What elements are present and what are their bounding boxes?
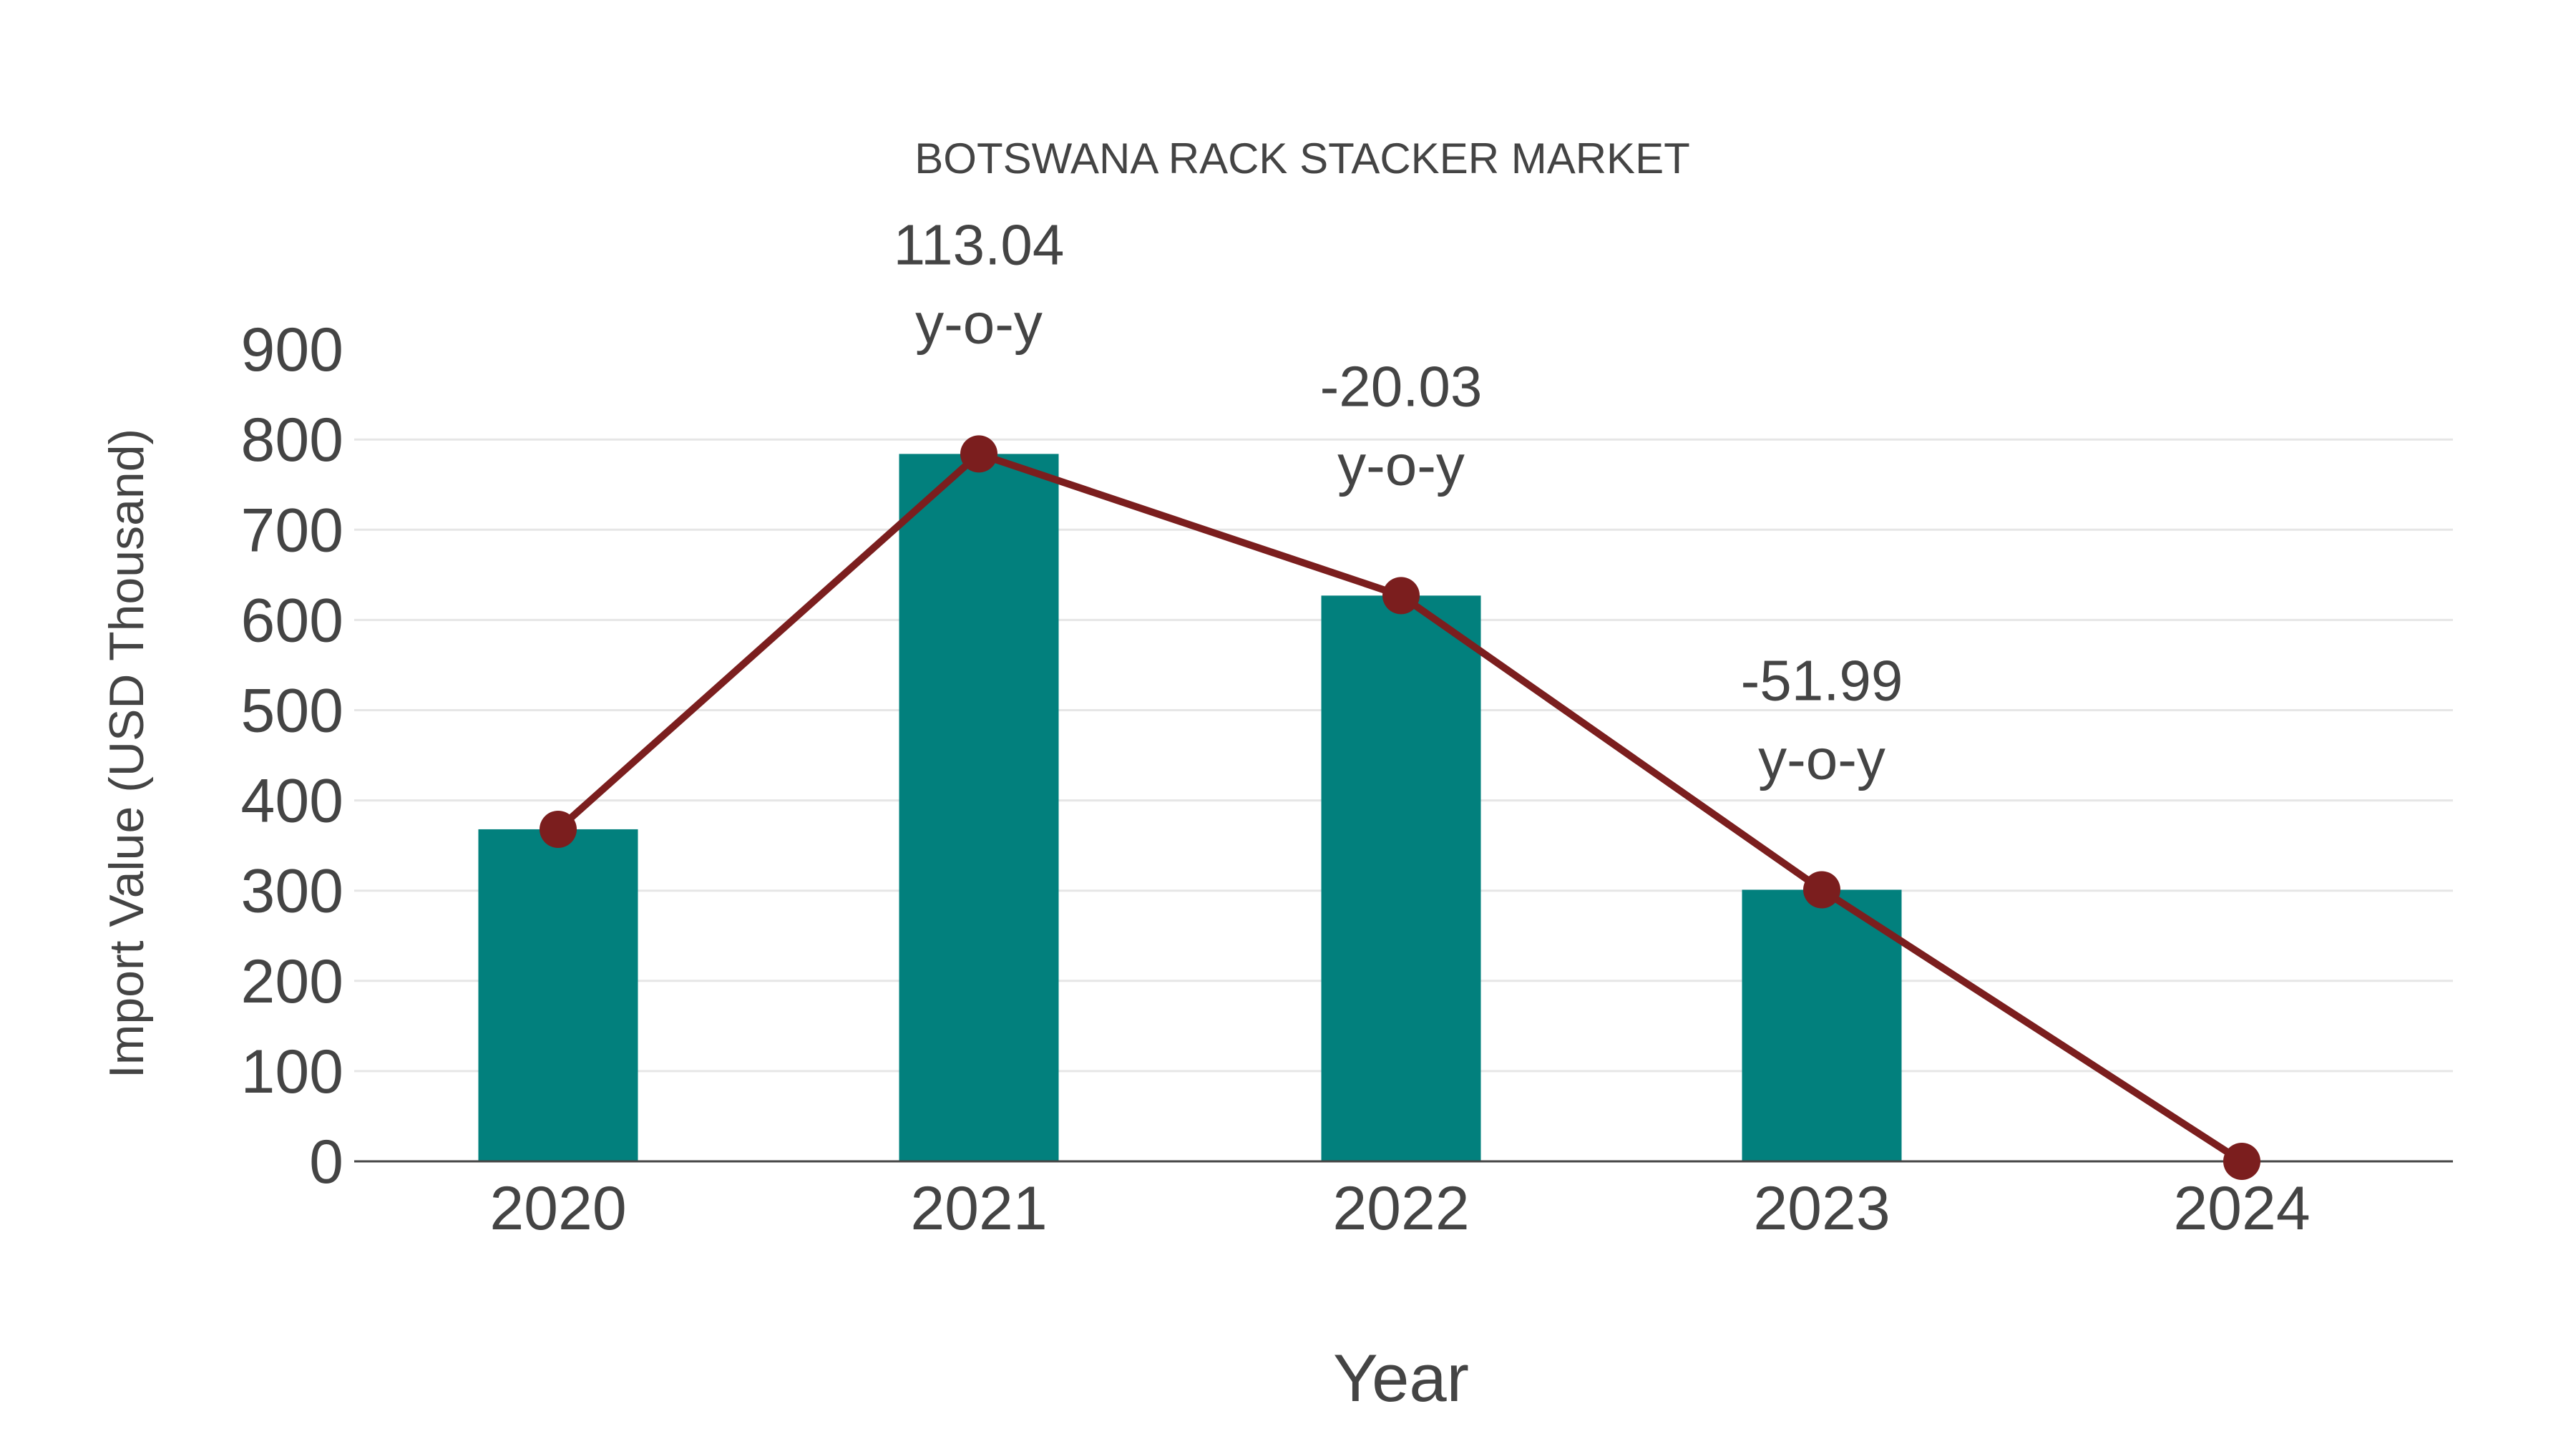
line-marker: [960, 435, 997, 473]
line-marker: [2223, 1143, 2260, 1180]
yoy-value: 113.04: [894, 213, 1065, 276]
x-tick-label: 2020: [489, 1174, 626, 1243]
y-tick-label: 800: [241, 406, 344, 474]
chart-title: BOTSWANA RACK STACKER MARKET: [914, 135, 1690, 182]
x-tick-label: 2022: [1332, 1174, 1469, 1243]
y-axis-ticks: 0 100 200 300 400 500 600 700 800 900: [241, 316, 344, 1196]
x-axis-ticks: 2020 2021 2022 2023 2024: [489, 1174, 2310, 1243]
y-tick-label: 0: [309, 1128, 343, 1196]
y-tick-label: 900: [241, 316, 344, 384]
x-tick-label: 2024: [2173, 1174, 2310, 1243]
x-tick-label: 2021: [910, 1174, 1047, 1243]
yoy-suffix: y-o-y: [915, 291, 1043, 355]
yoy-suffix: y-o-y: [1337, 433, 1465, 497]
bar: [478, 829, 638, 1161]
y-tick-label: 400: [241, 767, 344, 836]
line-marker: [540, 810, 577, 848]
bar: [1321, 595, 1481, 1161]
y-tick-label: 500: [241, 677, 344, 746]
bar: [1742, 889, 1902, 1161]
y-axis-title: Import Value (USD Thousand): [99, 429, 154, 1078]
yoy-value: -20.03: [1320, 354, 1483, 418]
y-tick-label: 700: [241, 496, 344, 565]
yoy-suffix: y-o-y: [1758, 727, 1885, 791]
y-tick-label: 100: [241, 1038, 344, 1106]
y-tick-label: 300: [241, 857, 344, 926]
y-tick-label: 600: [241, 586, 344, 655]
x-tick-label: 2023: [1753, 1174, 1890, 1243]
yoy-value: -51.99: [1741, 648, 1903, 712]
line-series: [540, 435, 2260, 1180]
line-marker: [1382, 577, 1420, 615]
line-marker: [1803, 871, 1840, 909]
bar-series: [478, 454, 1902, 1161]
bar: [899, 454, 1059, 1161]
yoy-annotations: 113.04 y-o-y -20.03 y-o-y -51.99 y-o-y: [894, 213, 1903, 791]
x-axis-title: Year: [1333, 1340, 1469, 1415]
y-tick-label: 200: [241, 947, 344, 1016]
